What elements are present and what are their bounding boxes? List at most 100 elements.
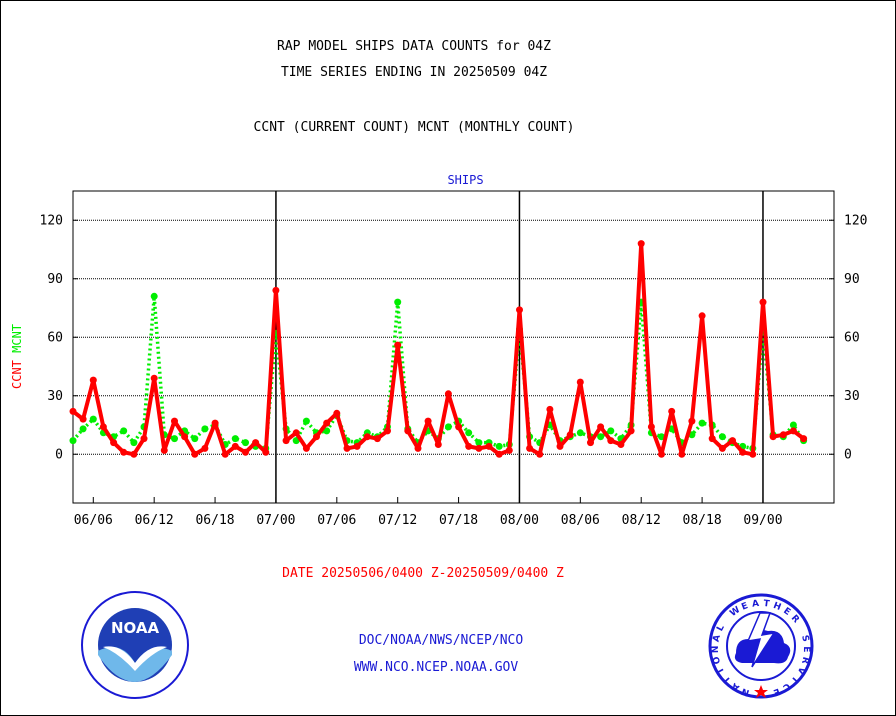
y-tick-label-right: 30 [844,389,860,404]
data-point-mcnt [475,439,483,447]
data-point-ccnt [99,423,107,431]
nws-logo-letter: N [711,646,721,654]
data-point-ccnt [455,423,463,431]
data-point-ccnt [556,442,564,450]
data-point-ccnt [333,409,341,417]
y-tick-label-left: 30 [47,389,63,404]
nws-logo-letter: E [801,646,811,652]
data-point-ccnt [607,437,615,445]
data-point-ccnt [150,374,158,382]
time-series-chart: 0 0 30 30 60 60 90 90 120 120 06/06 06/12 06/18 07/00… [10,173,867,528]
data-point-ccnt [739,448,747,456]
y-axis-label-part: CCNT [10,360,24,389]
data-point-ccnt [749,450,757,458]
data-point-ccnt [69,407,77,415]
data-point-ccnt [718,444,726,452]
nws-logo-letter: E [781,606,792,618]
data-point-ccnt [434,441,442,448]
data-point-ccnt [140,435,148,443]
y-tick-label-right: 0 [844,447,852,462]
data-point-mcnt [444,423,452,431]
footer-url-link[interactable]: WWW.NCO.NCEP.NOAA.GOV [353,660,519,675]
x-tick-label: 08/06 [561,513,600,528]
data-point-ccnt [313,433,320,441]
nws-logo-letter: E [740,601,749,613]
data-point-ccnt [637,240,645,248]
nws-logo-letter: I [716,666,726,674]
data-point-ccnt [221,450,229,458]
nws-logo-letter: T [763,599,771,610]
noaa-logo-text: NOAA [111,619,160,637]
nws-logo-letter: L [715,623,727,633]
data-point-ccnt [729,437,736,445]
data-point-ccnt [617,441,625,448]
x-tick-label: 07/18 [439,513,478,528]
data-point-ccnt [789,427,797,435]
data-point-ccnt [242,448,249,456]
date-range-label: DATE 20250506/0400 Z-20250509/0400 Z [282,566,564,581]
data-point-mcnt [394,298,402,306]
nws-logo-letter: A [730,680,741,692]
data-point-ccnt [211,419,219,427]
data-point-mcnt [302,417,310,425]
nws-logo-letter: R [799,656,810,665]
data-point-mcnt [89,415,97,423]
data-point-mcnt [201,425,209,433]
data-point-ccnt [404,427,412,435]
data-point-ccnt [516,306,523,314]
data-point-ccnt [505,446,513,454]
data-point-ccnt [302,444,310,452]
data-point-ccnt [668,407,676,415]
nws-logo-letter: S [799,634,810,643]
nws-logo-letter: H [772,601,783,613]
x-tick-label: 06/12 [135,513,174,528]
nws-logo-letter: T [721,673,733,685]
noaa-logo: NOAA [81,591,189,699]
nws-logo-letter: C [780,680,791,692]
data-point-ccnt [79,415,87,423]
data-point-ccnt [647,423,655,431]
data-point-ccnt [323,419,331,427]
data-point-mcnt [495,442,503,450]
y-tick-label-right: 90 [844,272,860,287]
data-point-ccnt [576,378,584,386]
data-point-ccnt [424,417,432,425]
y-tick-label-right: 60 [844,330,860,345]
data-point-ccnt [587,439,594,447]
data-point-ccnt [353,442,361,450]
data-point-ccnt [191,450,199,458]
data-point-ccnt [688,417,696,425]
data-point-ccnt [444,390,452,398]
y-tick-label-left: 60 [47,330,63,345]
data-point-mcnt [242,439,249,447]
data-point-ccnt [414,444,422,452]
y-tick-label-left: 0 [55,447,63,462]
data-point-mcnt [130,439,138,447]
nws-logo-letter: R [789,613,801,625]
x-tick-label: 08/18 [683,513,722,528]
data-point-ccnt [363,433,371,441]
series-line-mcnt [71,294,806,451]
x-tick-label: 06/06 [74,513,113,528]
data-point-ccnt [181,433,189,441]
y-tick-label-right: 120 [844,213,867,228]
data-point-ccnt [201,444,209,452]
x-tick-label: 07/00 [256,513,295,528]
data-point-ccnt [769,433,777,441]
y-tick-label-left: 120 [40,213,63,228]
data-point-mcnt [150,292,158,300]
x-tick-label: 07/12 [378,513,417,528]
data-point-ccnt [292,429,300,437]
data-point-mcnt [597,433,605,441]
x-tick-label: 08/12 [622,513,661,528]
chart-title-line-1: RAP MODEL SHIPS DATA COUNTS for 04Z [277,39,551,54]
data-point-ccnt [566,431,574,439]
data-point-ccnt [526,444,534,452]
data-point-ccnt [546,405,554,413]
data-point-ccnt [384,427,391,435]
chart-title-line-2: TIME SERIES ENDING IN 20250509 04Z [280,65,548,80]
data-point-ccnt [495,450,503,458]
x-tick-label: 06/18 [195,513,234,528]
data-point-ccnt [373,435,381,443]
